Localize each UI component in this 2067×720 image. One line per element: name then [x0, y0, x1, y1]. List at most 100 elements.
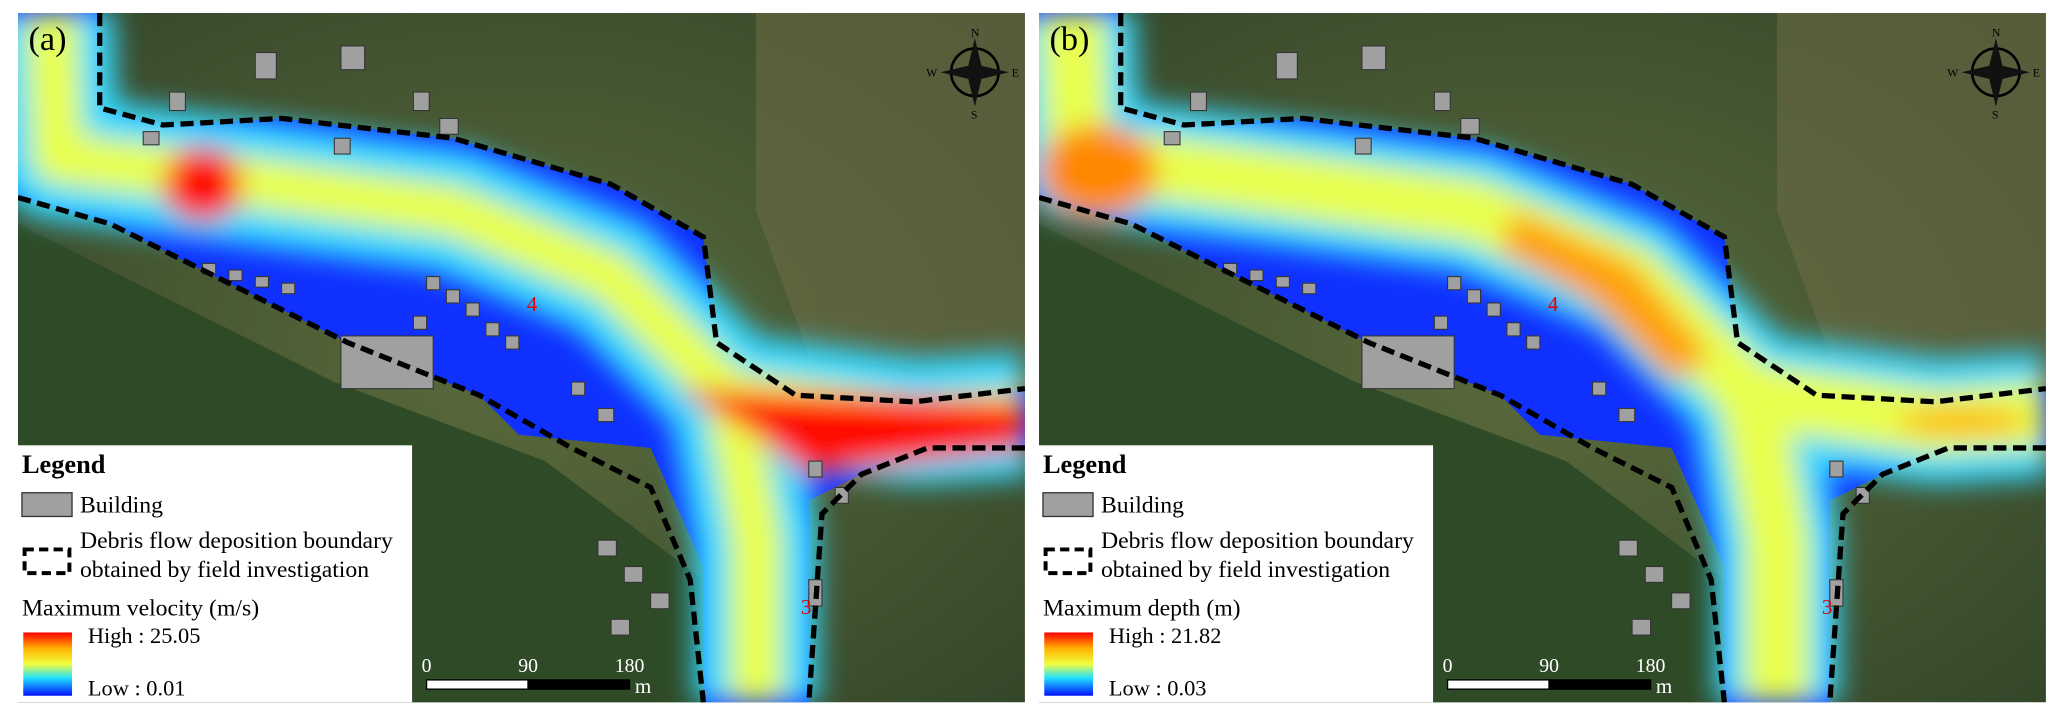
- building: [445, 289, 461, 304]
- building: [340, 335, 434, 390]
- building: [142, 131, 160, 146]
- map-panel: (a) 4 3 N E S W Legend Building Debris flow depos…: [18, 13, 1025, 703]
- site-marker: 3: [801, 595, 812, 619]
- building: [1275, 52, 1298, 80]
- building: [1618, 407, 1636, 423]
- legend-low: Low : 0.01: [88, 676, 186, 701]
- building: [1506, 322, 1521, 337]
- legend-ramp-title: Maximum velocity (m/s): [22, 595, 259, 621]
- flow-gradient: [18, 13, 1025, 703]
- compass-star: [1961, 38, 2031, 107]
- legend: Legend Building Debris flow deposition bou…: [1039, 445, 1434, 703]
- building: [439, 117, 459, 135]
- legend-box: [18, 445, 413, 703]
- building: [1361, 45, 1387, 71]
- site-marker: 4: [1548, 292, 1559, 316]
- legend-building: Building: [80, 493, 163, 519]
- building: [1466, 289, 1482, 304]
- building: [597, 407, 615, 423]
- legend-boundary: Debris flow deposition boundary: [1101, 528, 1414, 554]
- panel-label: (a): [29, 20, 67, 58]
- flow-hotspot: [162, 147, 243, 222]
- scale-seg: [1548, 679, 1652, 690]
- legend-ramp: [1044, 632, 1094, 696]
- legend-title: Legend: [1043, 450, 1127, 479]
- building: [1486, 302, 1501, 317]
- deposition-boundary: [1827, 445, 2046, 703]
- legend-building: Building: [1101, 493, 1184, 519]
- deposition-boundary: [1118, 13, 2046, 405]
- scale-seg: [527, 679, 631, 690]
- panel-label: (b): [1050, 20, 1090, 58]
- building: [1447, 276, 1462, 291]
- scale-unit: m: [1656, 674, 1673, 698]
- flow-hotspot: [676, 388, 1025, 475]
- scale-tick-label: 180: [615, 655, 645, 677]
- building: [169, 91, 186, 112]
- site-marker: 3: [1822, 595, 1833, 619]
- compass: N E S W: [926, 26, 1019, 122]
- scale-unit: m: [635, 674, 652, 698]
- legend-ramp: [23, 632, 73, 696]
- compass-e: E: [1012, 65, 1019, 79]
- building: [1526, 335, 1541, 350]
- building: [505, 335, 520, 350]
- legend-building-swatch: [21, 492, 73, 518]
- legend-ramp-title: Maximum depth (m): [1043, 595, 1241, 621]
- map-panel: (b) 4 3 N E S W Legend Building Debris flow depos…: [1039, 13, 2046, 703]
- legend-high: High : 25.05: [88, 623, 201, 648]
- compass-n: N: [1992, 26, 2001, 40]
- building: [281, 282, 296, 295]
- legend-box: [1039, 445, 1434, 703]
- scale-tick-label: 90: [518, 655, 538, 677]
- building: [465, 302, 480, 317]
- building: [1829, 460, 1844, 478]
- building: [571, 381, 586, 396]
- map-body: (a) 4 3 N E S W Legend Building Debris flow depos…: [18, 13, 1025, 703]
- building: [623, 566, 644, 583]
- building: [340, 45, 366, 71]
- terrain: [1777, 13, 2046, 383]
- building: [426, 276, 441, 291]
- compass-w: W: [1947, 65, 1959, 79]
- scale-tick-label: 0: [1443, 655, 1453, 677]
- building: [808, 460, 823, 478]
- building: [485, 322, 500, 337]
- map-body: (b) 4 3 N E S W Legend Building Debris flow depos…: [1039, 13, 2046, 703]
- legend-boundary: obtained by field investigation: [1101, 557, 1390, 583]
- building: [1618, 539, 1638, 557]
- compass-star: [940, 38, 1010, 107]
- compass-s: S: [1992, 107, 1999, 121]
- building: [228, 269, 243, 282]
- building: [597, 539, 617, 557]
- compass-n: N: [971, 26, 980, 40]
- building: [254, 52, 277, 80]
- building: [1354, 137, 1372, 155]
- scale-tick-label: 90: [1539, 655, 1559, 677]
- building: [412, 315, 428, 330]
- compass-e: E: [2033, 65, 2040, 79]
- scale-seg: [1446, 679, 1550, 690]
- legend-title: Legend: [22, 450, 106, 479]
- building: [1275, 276, 1290, 288]
- building: [1631, 618, 1652, 636]
- building: [1249, 269, 1264, 282]
- scale-tick-label: 180: [1636, 655, 1666, 677]
- deposition-boundary: [1039, 194, 1727, 703]
- flow-hotspot: [1039, 125, 1158, 218]
- compass-s: S: [971, 107, 978, 121]
- legend-high: High : 21.82: [1109, 623, 1222, 648]
- scale-tick-label: 0: [422, 655, 432, 677]
- legend-boundary: Debris flow deposition boundary: [80, 528, 393, 554]
- deposition-boundary: [18, 194, 706, 703]
- compass-w: W: [926, 65, 938, 79]
- building: [650, 592, 670, 610]
- building: [412, 91, 430, 112]
- legend-boundary-swatch: [22, 547, 72, 576]
- flow-gradient: [1039, 13, 2046, 703]
- building: [1361, 335, 1455, 390]
- building: [1460, 117, 1480, 135]
